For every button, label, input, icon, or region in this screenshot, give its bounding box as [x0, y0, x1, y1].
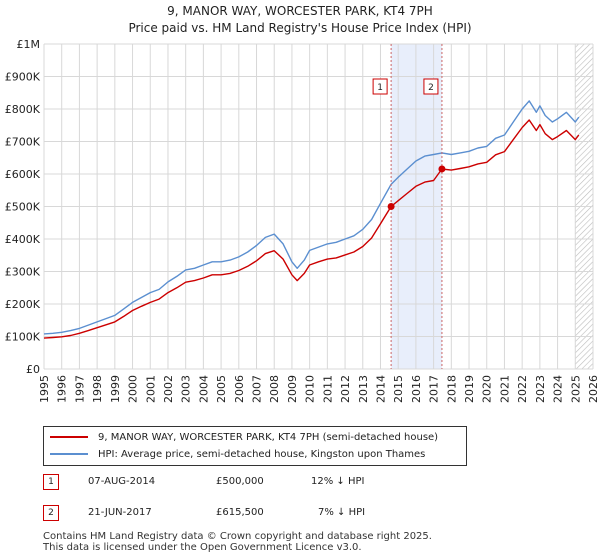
x-tick-label: 2022 — [516, 375, 529, 403]
legend-item-hpi: HPI: Average price, semi-detached house,… — [50, 447, 425, 461]
price-chart: £0 £100K £200K £300K £400K £500K £600K £700K £80… — [5, 38, 600, 403]
legend-swatch-property — [50, 436, 88, 438]
footer-line-2: This data is licensed under the Open Gov… — [43, 542, 362, 553]
y-tick-label: £800K — [5, 103, 41, 116]
y-tick-label: £500K — [5, 201, 41, 214]
x-tick-label: 2007 — [251, 375, 264, 403]
sale-label-number: 1 — [377, 83, 383, 93]
legend-label-property: 9, MANOR WAY, WORCESTER PARK, KT4 7PH (s… — [98, 431, 439, 443]
x-tick-label: 2011 — [321, 375, 334, 403]
footer: Contains HM Land Registry data © Crown c… — [43, 531, 432, 553]
x-tick-label: 2005 — [215, 375, 228, 403]
x-tick-label: 2006 — [233, 375, 246, 403]
sale-hpi-delta: 12% ↓ HPI — [311, 476, 365, 487]
x-tick-label: 2010 — [304, 375, 317, 403]
x-tick-label: 1998 — [91, 375, 104, 403]
y-tick-label: £0 — [26, 363, 40, 376]
legend-swatch-hpi — [50, 453, 88, 455]
x-tick-label: 1999 — [109, 375, 122, 403]
sale-date: 07-AUG-2014 — [88, 476, 156, 487]
x-tick-label: 1995 — [38, 375, 51, 403]
x-tick-label: 2015 — [392, 375, 405, 403]
y-tick-label: £700K — [5, 136, 41, 149]
sale-label-number: 2 — [428, 83, 434, 93]
x-tick-label: 2012 — [339, 375, 352, 403]
x-tick-label: 1997 — [73, 375, 86, 403]
property-series-line — [43, 119, 580, 339]
y-tick-label: £400K — [5, 233, 41, 246]
x-tick-label: 2008 — [268, 375, 281, 403]
x-tick-label: 2013 — [357, 375, 370, 403]
y-tick-label: £900K — [5, 71, 41, 84]
x-tick-label: 2023 — [534, 375, 547, 403]
sale-number-badge: 2 — [43, 505, 59, 521]
x-tick-label: 2024 — [552, 375, 565, 403]
sale-row: 1 07-AUG-2014 £500,000 12% ↓ HPI — [43, 474, 563, 492]
y-tick-label: £100K — [5, 331, 41, 344]
legend: 9, MANOR WAY, WORCESTER PARK, KT4 7PH (s… — [43, 426, 467, 466]
x-tick-label: 2014 — [374, 375, 387, 403]
x-tick-label: 2000 — [127, 375, 140, 403]
legend-item-property: 9, MANOR WAY, WORCESTER PARK, KT4 7PH (s… — [50, 430, 438, 444]
y-tick-label: £300K — [5, 266, 41, 279]
footer-line-1: Contains HM Land Registry data © Crown c… — [43, 531, 432, 542]
x-tick-label: 2021 — [498, 375, 511, 403]
title-line-2: Price paid vs. HM Land Registry's House … — [128, 21, 472, 35]
sale-price: £500,000 — [216, 476, 264, 487]
sale-label-box — [423, 78, 439, 95]
x-tick-label: 2020 — [481, 375, 494, 403]
sale-hpi-delta: 7% ↓ HPI — [318, 507, 366, 518]
sale-row: 2 21-JUN-2017 £615,500 7% ↓ HPI — [43, 505, 563, 523]
x-tick-label: 2016 — [410, 375, 423, 403]
sale-point — [438, 165, 446, 173]
x-tick-label: 1996 — [56, 375, 69, 403]
x-tick-label: 2019 — [463, 375, 476, 403]
sale-price: £615,500 — [216, 507, 264, 518]
x-tick-label: 2018 — [445, 375, 458, 403]
sale-label-box — [372, 78, 388, 95]
x-tick-label: 2026 — [587, 375, 600, 403]
sale-date: 21-JUN-2017 — [88, 507, 152, 518]
x-tick-label: 2017 — [428, 375, 441, 403]
legend-label-hpi: HPI: Average price, semi-detached house,… — [98, 448, 426, 460]
sale-number-badge: 1 — [43, 474, 59, 490]
x-tick-label: 2002 — [162, 375, 175, 403]
x-tick-label: 2004 — [197, 375, 210, 403]
y-tick-label: £600K — [5, 168, 41, 181]
x-tick-label: 2003 — [180, 375, 193, 403]
sale-point — [387, 203, 395, 210]
hpi-series-line — [43, 100, 580, 335]
x-tick-label: 2001 — [144, 375, 157, 403]
chart-title: 9, MANOR WAY, WORCESTER PARK, KT4 7PH Pr… — [0, 3, 600, 37]
title-line-1: 9, MANOR WAY, WORCESTER PARK, KT4 7PH — [167, 4, 433, 18]
y-tick-label: £200K — [5, 298, 41, 311]
x-tick-label: 2009 — [286, 375, 299, 403]
x-tick-label: 2025 — [569, 375, 582, 403]
y-tick-label: £1M — [17, 38, 41, 51]
